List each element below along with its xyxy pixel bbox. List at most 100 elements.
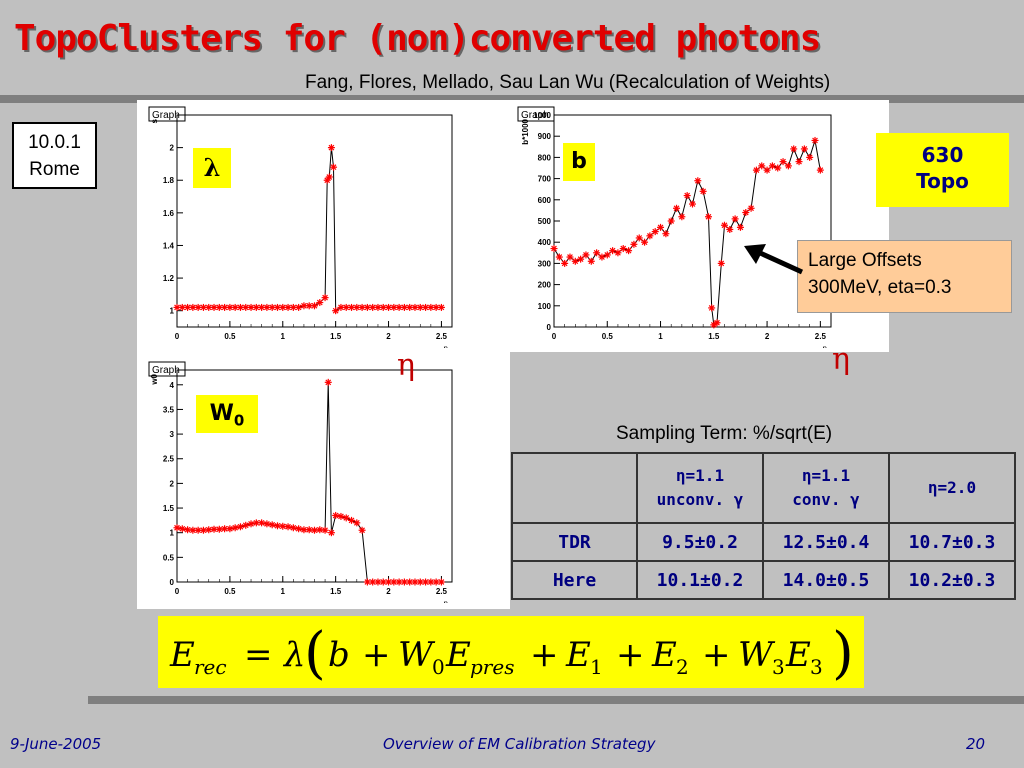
marker-stroke [174, 304, 180, 311]
header-eta: η=1.1 [801, 466, 851, 485]
y-tick-label: 1000 [533, 111, 551, 120]
marker-stroke [306, 302, 313, 309]
marker-stroke [242, 304, 249, 311]
marker-stroke [258, 304, 265, 311]
marker-stroke [422, 579, 429, 585]
data-point [667, 217, 675, 225]
svg-text:1: 1 [590, 655, 603, 679]
data-point [295, 525, 303, 533]
y-tick-label: 2 [170, 479, 175, 488]
y-tick-label: 1.6 [163, 209, 175, 218]
y-tick-label: 800 [538, 153, 552, 162]
marker-stroke [551, 245, 557, 252]
marker-stroke [227, 304, 233, 311]
marker-stroke [806, 154, 813, 161]
x-tick-label: 2.5 [436, 332, 448, 341]
data-point [752, 166, 760, 174]
plot-background [147, 105, 470, 348]
svg-text:E: E [169, 635, 195, 675]
data-point [779, 158, 787, 166]
marker-stroke [657, 224, 664, 231]
graph-label: Graph [152, 365, 180, 376]
marker-stroke [189, 527, 196, 534]
marker-stroke [593, 249, 600, 256]
data-point [683, 192, 691, 200]
marker-stroke [301, 526, 307, 533]
marker-stroke [417, 304, 424, 311]
offsets-note-line1: Large Offsets [808, 250, 922, 271]
marker-stroke [577, 256, 584, 263]
marker-stroke [652, 228, 659, 235]
y-tick-label: 300 [538, 259, 552, 268]
x-tick-label: 0.5 [602, 332, 614, 341]
marker-stroke [279, 523, 286, 530]
marker-stroke [427, 304, 434, 311]
marker-stroke [401, 579, 408, 585]
marker-stroke [237, 523, 244, 530]
svg-text:E: E [565, 635, 591, 675]
data-point [324, 378, 332, 386]
eta-label-right: η [832, 342, 850, 377]
data-point [231, 524, 239, 532]
marker-stroke [412, 579, 418, 585]
data-point [385, 578, 393, 586]
data-point [747, 204, 755, 212]
marker-stroke [705, 213, 712, 220]
table-corner-cell [511, 452, 638, 524]
y-tick-label: 2 [170, 144, 175, 153]
marker-stroke [742, 209, 749, 216]
y-tick-label: 1.2 [163, 274, 175, 283]
svg-text:(: ( [304, 621, 326, 686]
marker-stroke [422, 304, 429, 311]
authors-line: Fang, Flores, Mellado, Sau Lan Wu (Recal… [305, 72, 831, 93]
marker-stroke [290, 524, 297, 531]
svg-text:+: + [616, 635, 645, 675]
offset-arrow-icon [744, 244, 804, 275]
marker-stroke [417, 579, 424, 585]
marker-stroke [812, 137, 818, 144]
data-point [194, 303, 202, 311]
data-point [816, 166, 824, 174]
data-point [363, 578, 371, 586]
marker-stroke [620, 245, 627, 252]
x-axis-title: η [444, 599, 448, 603]
data-point [199, 526, 207, 534]
marker-stroke [780, 158, 786, 165]
marker-stroke [604, 252, 611, 258]
data-point [614, 249, 622, 257]
svg-text:pres: pres [470, 655, 514, 679]
data-point [178, 303, 186, 311]
marker-stroke [561, 260, 568, 267]
marker-stroke [758, 163, 765, 169]
y-axis-title: b*1000 [521, 118, 530, 144]
data-point [673, 204, 681, 212]
marker-stroke [248, 520, 254, 527]
marker-stroke [332, 512, 339, 519]
data-point [571, 257, 579, 265]
marker-stroke [636, 235, 643, 241]
marker-stroke [253, 519, 260, 526]
data-point [327, 529, 335, 537]
marker-stroke [348, 517, 355, 524]
marker-stroke [599, 254, 605, 260]
marker-stroke [174, 524, 180, 531]
data-point [284, 523, 292, 531]
marker-stroke [195, 304, 202, 311]
data-point [577, 255, 585, 263]
version-label: Rome [29, 159, 80, 180]
marker-stroke [588, 258, 595, 265]
data-point [437, 578, 445, 586]
marker-stroke [301, 302, 307, 309]
marker-stroke [227, 525, 233, 532]
x-tick-label: 0 [552, 332, 557, 341]
marker-stroke [316, 526, 323, 533]
marker-stroke [748, 205, 754, 212]
data-point [205, 303, 213, 311]
data-point [795, 158, 803, 166]
version-number: 10.0.1 [28, 132, 81, 153]
data-point [258, 519, 266, 527]
marker-stroke [817, 167, 824, 173]
data-point [811, 136, 819, 144]
data-point [566, 253, 574, 261]
marker-stroke [248, 304, 254, 311]
